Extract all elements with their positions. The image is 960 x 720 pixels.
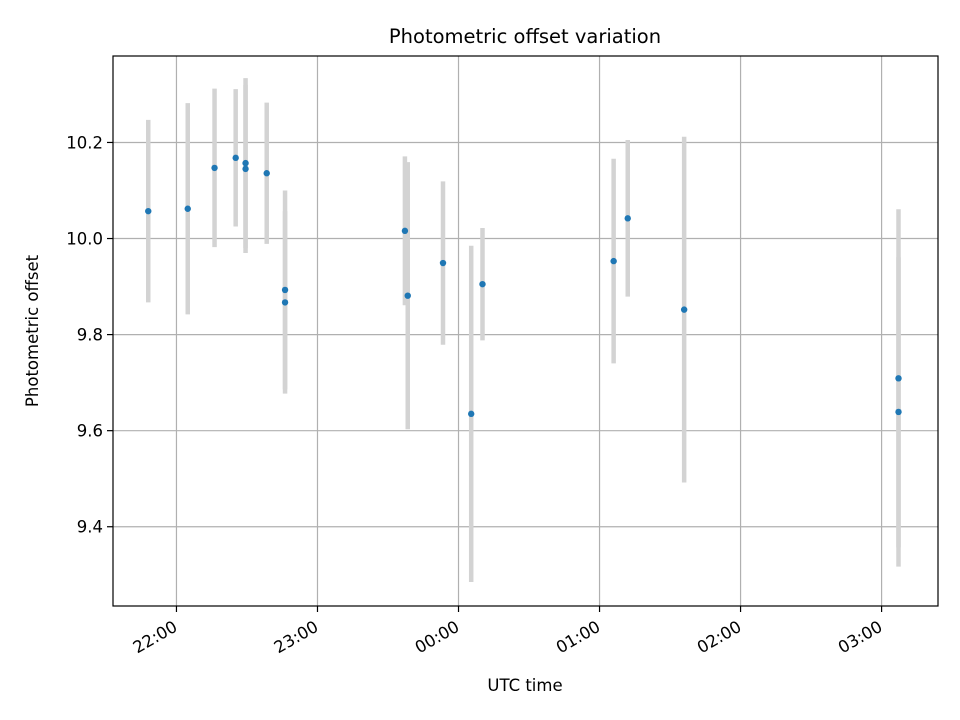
y-tick-label: 9.4	[77, 518, 103, 537]
data-point	[610, 257, 617, 265]
data-point	[242, 159, 249, 167]
point-layer	[145, 154, 902, 418]
data-point	[242, 165, 249, 173]
data-point	[404, 292, 411, 299]
data-point	[479, 280, 486, 288]
data-point	[895, 375, 902, 382]
data-point	[624, 215, 631, 222]
data-point	[232, 154, 239, 162]
data-point	[263, 170, 270, 177]
plot-frame	[112, 55, 939, 607]
data-point	[281, 286, 289, 294]
data-point	[184, 205, 191, 212]
y-tick-label: 10.0	[66, 230, 103, 249]
y-tick-label: 9.6	[77, 422, 103, 441]
data-point	[401, 227, 409, 235]
y-axis-label: Photometric offset	[23, 254, 42, 407]
y-tick-label: 9.8	[77, 326, 103, 345]
data-point	[281, 299, 289, 306]
data-point	[680, 306, 688, 313]
data-point	[439, 259, 447, 267]
data-point	[895, 408, 902, 416]
chart-title: Photometric offset variation	[389, 25, 661, 48]
y-tick-label: 10.2	[66, 133, 103, 152]
data-point	[468, 410, 475, 418]
grid-layer	[113, 56, 938, 606]
x-axis-label: UTC time	[487, 676, 562, 695]
data-point	[211, 164, 218, 172]
data-point	[145, 207, 152, 215]
